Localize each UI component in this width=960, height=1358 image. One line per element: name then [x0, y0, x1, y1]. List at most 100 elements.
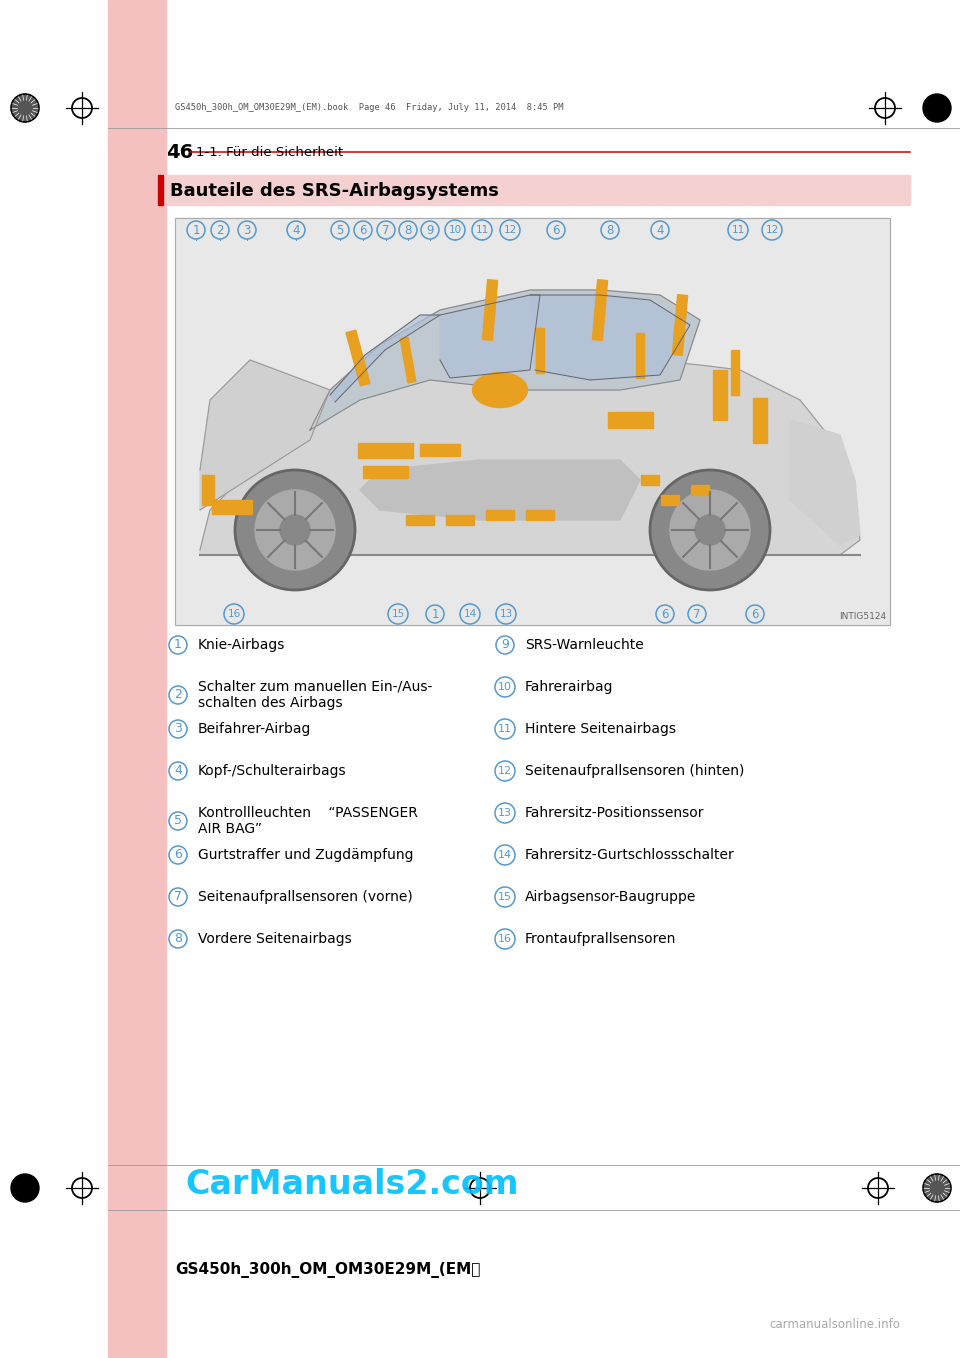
Circle shape	[11, 94, 39, 122]
Text: Seitenaufprallsensoren (hinten): Seitenaufprallsensoren (hinten)	[525, 765, 744, 778]
Text: 5: 5	[174, 815, 182, 827]
Bar	[641, 475, 659, 485]
Text: Fahrerairbag: Fahrerairbag	[525, 680, 613, 694]
Bar	[202, 475, 214, 505]
Bar	[446, 515, 474, 526]
Bar	[420, 444, 460, 456]
Bar	[346, 330, 370, 386]
Text: 4: 4	[174, 765, 182, 778]
Text: schalten des Airbags: schalten des Airbags	[198, 697, 343, 710]
Text: Knie-Airbags: Knie-Airbags	[198, 638, 285, 652]
Text: 9: 9	[426, 224, 434, 236]
Bar	[608, 411, 653, 428]
Bar	[483, 280, 497, 341]
Text: 2: 2	[174, 689, 182, 702]
Text: Frontaufprallsensoren: Frontaufprallsensoren	[525, 932, 677, 947]
Circle shape	[923, 94, 951, 122]
Circle shape	[650, 470, 770, 589]
Bar	[486, 511, 514, 520]
Text: 6: 6	[174, 849, 182, 861]
Circle shape	[670, 490, 750, 570]
Text: 5: 5	[336, 224, 344, 236]
Polygon shape	[440, 295, 540, 378]
Text: carmanualsonline.info: carmanualsonline.info	[769, 1319, 900, 1331]
Text: 14: 14	[464, 608, 476, 619]
Bar	[108, 0, 166, 1358]
Ellipse shape	[472, 372, 527, 407]
Text: 7: 7	[174, 891, 182, 903]
Bar	[406, 515, 434, 526]
Text: 4: 4	[292, 224, 300, 236]
Text: 16: 16	[228, 608, 241, 619]
Text: 7: 7	[693, 607, 701, 621]
Text: CarManuals2.com: CarManuals2.com	[185, 1168, 518, 1202]
Text: 46: 46	[166, 143, 193, 162]
Text: Kopf-/Schulterairbags: Kopf-/Schulterairbags	[198, 765, 347, 778]
Circle shape	[695, 515, 725, 545]
Text: 13: 13	[499, 608, 513, 619]
Text: Bauteile des SRS-Airbagsystems: Bauteile des SRS-Airbagsystems	[170, 182, 499, 200]
Text: 10: 10	[448, 225, 462, 235]
Bar	[526, 511, 554, 520]
Bar	[158, 175, 910, 205]
Circle shape	[11, 1175, 39, 1202]
Circle shape	[235, 470, 355, 589]
Text: 1: 1	[431, 607, 439, 621]
Text: 10: 10	[498, 682, 512, 693]
Text: 8: 8	[174, 933, 182, 945]
Bar	[731, 349, 739, 395]
Text: 9: 9	[501, 638, 509, 652]
Polygon shape	[200, 354, 860, 555]
Bar	[363, 466, 407, 478]
Text: 11: 11	[475, 225, 489, 235]
Bar	[400, 337, 416, 383]
Text: 12: 12	[498, 766, 512, 775]
Text: Hintere Seitenairbags: Hintere Seitenairbags	[525, 722, 676, 736]
Text: 12: 12	[765, 225, 779, 235]
Text: 1-1. Für die Sicherheit: 1-1. Für die Sicherheit	[196, 145, 343, 159]
Bar	[158, 175, 163, 205]
Text: 6: 6	[661, 607, 669, 621]
Text: 6: 6	[752, 607, 758, 621]
Text: 1: 1	[174, 638, 182, 652]
Circle shape	[923, 1175, 951, 1202]
Text: 1: 1	[192, 224, 200, 236]
Polygon shape	[790, 420, 860, 545]
Bar	[636, 333, 644, 378]
Text: Schalter zum manuellen Ein-/Aus-: Schalter zum manuellen Ein-/Aus-	[198, 680, 432, 694]
Text: 4: 4	[657, 224, 663, 236]
Text: 8: 8	[607, 224, 613, 236]
Text: GS450h_300h_OM_OM30E29M_(EM）: GS450h_300h_OM_OM30E29M_(EM）	[175, 1262, 480, 1278]
Text: 12: 12	[503, 225, 516, 235]
Text: 6: 6	[359, 224, 367, 236]
Text: 14: 14	[498, 850, 512, 860]
Bar	[672, 295, 687, 356]
Polygon shape	[310, 291, 700, 430]
Bar	[691, 485, 709, 496]
Text: 3: 3	[174, 722, 182, 736]
Bar	[661, 496, 679, 505]
Text: 3: 3	[243, 224, 251, 236]
Text: 15: 15	[392, 608, 404, 619]
Text: INTIG5124: INTIG5124	[839, 612, 886, 621]
Text: Beifahrer-Airbag: Beifahrer-Airbag	[198, 722, 311, 736]
Bar	[536, 327, 544, 372]
Text: Airbagsensor-Baugruppe: Airbagsensor-Baugruppe	[525, 889, 696, 904]
Text: 6: 6	[552, 224, 560, 236]
Bar	[713, 369, 727, 420]
Text: Fahrersitz-Positionssensor: Fahrersitz-Positionssensor	[525, 807, 705, 820]
Text: 16: 16	[498, 934, 512, 944]
Text: 11: 11	[732, 225, 745, 235]
Bar	[212, 500, 252, 513]
Text: Kontrollleuchten    “PASSENGER: Kontrollleuchten “PASSENGER	[198, 807, 418, 820]
Bar	[753, 398, 767, 443]
Bar	[592, 280, 608, 341]
Text: AIR BAG”: AIR BAG”	[198, 822, 262, 837]
Text: 15: 15	[498, 892, 512, 902]
Bar	[357, 443, 413, 458]
Polygon shape	[360, 460, 640, 520]
Text: SRS-Warnleuchte: SRS-Warnleuchte	[525, 638, 644, 652]
Text: 8: 8	[404, 224, 412, 236]
Text: 2: 2	[216, 224, 224, 236]
Text: 7: 7	[382, 224, 390, 236]
